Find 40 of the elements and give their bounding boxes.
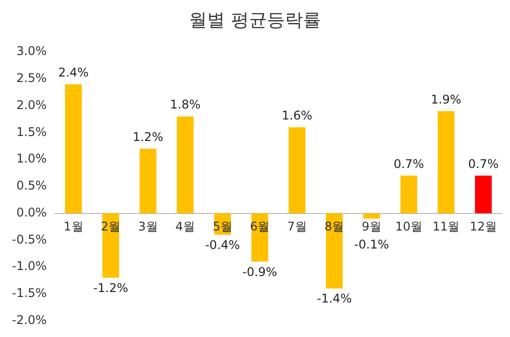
data-label: 2.4% — [58, 65, 89, 80]
data-label: 1.9% — [430, 92, 462, 106]
bar — [438, 111, 454, 214]
data-label: -0.9% — [242, 264, 278, 279]
y-tick-label: 0.5% — [16, 178, 47, 193]
y-tick-label: 0.0% — [16, 205, 47, 220]
data-label: 1.6% — [282, 108, 312, 122]
x-tick-label: 12월 — [470, 219, 498, 234]
data-label: -1.4% — [316, 292, 352, 306]
x-tick-label: 7월 — [287, 219, 307, 234]
x-tick-label: 9월 — [362, 219, 382, 234]
y-tick-label: -2.0% — [12, 312, 47, 327]
x-tick-label: 4월 — [175, 219, 196, 234]
x-tick-label: 10월 — [395, 219, 422, 234]
y-tick-label: -0.5% — [12, 232, 47, 246]
data-label: 1.8% — [170, 98, 200, 112]
bar — [288, 127, 306, 214]
y-tick-label: 1.5% — [16, 124, 47, 139]
y-tick-label: 2.5% — [16, 71, 47, 86]
x-tick-label: 3월 — [138, 219, 158, 234]
bar — [65, 84, 82, 214]
y-tick-label: 3.0% — [16, 44, 47, 58]
chart-title: 월별 평균등락률 — [188, 9, 322, 33]
y-tick-label: 2.0% — [16, 98, 47, 112]
bar — [400, 176, 418, 214]
bar — [176, 116, 194, 214]
bar — [474, 176, 492, 214]
x-tick-label: 11월 — [432, 219, 460, 234]
data-label: 0.7% — [394, 156, 424, 171]
data-label: -1.2% — [93, 280, 128, 295]
bar — [363, 213, 380, 219]
data-label: 0.7% — [468, 156, 499, 171]
y-tick-label: 1.0% — [16, 152, 47, 166]
bar — [140, 148, 156, 214]
x-tick-label: 1월 — [64, 219, 84, 234]
data-label: 1.2% — [132, 130, 164, 144]
data-label: -0.1% — [354, 237, 389, 252]
y-tick-label: -1.0% — [12, 259, 47, 274]
data-label: -0.4% — [205, 238, 240, 252]
y-tick-label: -1.5% — [12, 286, 47, 300]
